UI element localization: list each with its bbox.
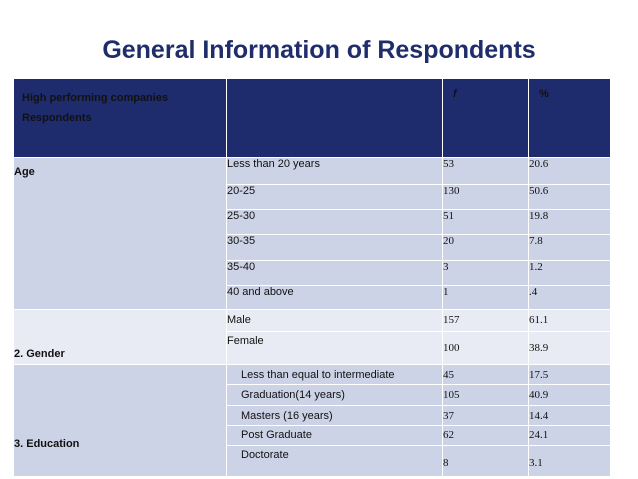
f-cell: 130 xyxy=(442,184,529,210)
table-row: Female 100 38.9 xyxy=(14,331,611,365)
f-cell: 45 xyxy=(442,364,529,385)
category-cell: 25-30 xyxy=(226,209,443,235)
category-cell: Less than 20 years xyxy=(226,157,443,185)
header-percent: % xyxy=(528,78,611,158)
f-cell: 51 xyxy=(442,209,529,235)
table-row: Graduation(14 years) 105 40.9 xyxy=(14,384,611,406)
table-row: 20-25 130 50.6 xyxy=(14,184,611,210)
category-cell: Female xyxy=(226,331,443,365)
category-cell: Masters (16 years) xyxy=(226,405,443,426)
pct-cell: 17.5 xyxy=(528,364,611,385)
pct-cell: 20.6 xyxy=(528,157,611,185)
table-row: 25-30 51 19.8 xyxy=(14,209,611,235)
header-line-1: High performing companies xyxy=(22,92,169,104)
respondents-table: High performing companies Respondents f … xyxy=(13,78,611,477)
f-cell: 8 xyxy=(442,445,529,477)
header-respondents-cell: High performing companies Respondents xyxy=(13,78,227,158)
f-cell: 157 xyxy=(442,309,529,332)
header-line-2: Respondents xyxy=(22,112,92,124)
table-row: 35-40 3 1.2 xyxy=(14,260,611,286)
table-row: 3. Education Less than equal to intermed… xyxy=(13,364,611,477)
table-row: 40 and above 1 .4 xyxy=(14,285,611,310)
category-cell: 20-25 xyxy=(226,184,443,210)
pct-cell: 38.9 xyxy=(528,331,611,365)
pct-cell: 24.1 xyxy=(528,425,611,446)
category-cell: Less than equal to intermediate xyxy=(226,364,443,385)
table-row: Doctorate 8 3.1 xyxy=(14,445,611,477)
header-f: f xyxy=(442,78,529,158)
table-row: 2. Gender Male 157 61.1 xyxy=(13,309,611,365)
f-cell: 37 xyxy=(442,405,529,426)
pct-cell: 7.8 xyxy=(528,234,611,261)
f-cell: 100 xyxy=(442,331,529,365)
f-cell: 20 xyxy=(442,234,529,261)
category-cell: Post Graduate xyxy=(226,425,443,446)
category-cell: 35-40 xyxy=(226,260,443,286)
table-row: Post Graduate 62 24.1 xyxy=(14,425,611,446)
f-cell: 3 xyxy=(442,260,529,286)
page-title: General Information of Respondents xyxy=(102,36,536,64)
section-label-gender: 2. Gender xyxy=(13,309,227,365)
category-cell: 40 and above xyxy=(226,285,443,310)
f-cell: 62 xyxy=(442,425,529,446)
pct-cell: 1.2 xyxy=(528,260,611,286)
pct-cell: 61.1 xyxy=(528,309,611,332)
pct-cell: 14.4 xyxy=(528,405,611,426)
f-cell: 105 xyxy=(442,384,529,406)
f-cell: 53 xyxy=(442,157,529,185)
table-row: Masters (16 years) 37 14.4 xyxy=(14,405,611,426)
section-label-education: 3. Education xyxy=(13,364,227,477)
pct-cell: 3.1 xyxy=(528,445,611,477)
pct-cell: .4 xyxy=(528,285,611,310)
pct-cell: 40.9 xyxy=(528,384,611,406)
pct-cell: 50.6 xyxy=(528,184,611,210)
table-header-row: High performing companies Respondents f … xyxy=(13,78,611,158)
category-cell: Graduation(14 years) xyxy=(226,384,443,406)
table-row: 30-35 20 7.8 xyxy=(14,234,611,261)
header-empty-cell xyxy=(226,78,443,158)
section-label-age: Age xyxy=(13,157,227,310)
pct-cell: 19.8 xyxy=(528,209,611,235)
category-cell: 30-35 xyxy=(226,234,443,261)
category-cell: Doctorate xyxy=(226,445,443,477)
f-cell: 1 xyxy=(442,285,529,310)
category-cell: Male xyxy=(226,309,443,332)
table-row: Age Less than 20 years 53 20.6 xyxy=(13,157,611,310)
